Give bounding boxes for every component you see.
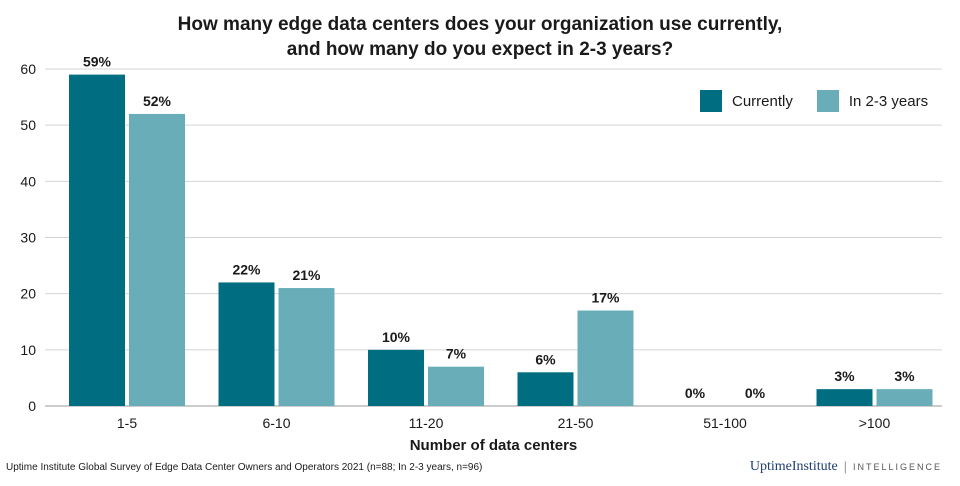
- x-tick-label: >100: [859, 415, 891, 431]
- logo-divider: |: [843, 460, 847, 474]
- bar-in-2-3-years-11-20: [428, 366, 484, 406]
- data-label: 21%: [292, 267, 321, 283]
- bar-currently-100: [816, 389, 873, 406]
- legend-label-currently: Currently: [732, 92, 793, 110]
- logo-suffix: INTELLIGENCE: [852, 462, 942, 472]
- data-label: 52%: [143, 93, 172, 109]
- legend-swatch-in-2-3-years: [816, 90, 839, 112]
- source-note: Uptime Institute Global Survey of Edge D…: [6, 462, 483, 473]
- data-label: 0%: [685, 385, 706, 401]
- x-tick-label: 11-20: [409, 415, 444, 431]
- data-label: 22%: [232, 261, 261, 277]
- logo-brand: UptimeInstitute: [749, 459, 838, 474]
- data-label: 17%: [591, 290, 620, 306]
- legend-label-in-2-3-years: In 2-3 years: [848, 92, 929, 110]
- y-tick-label: 50: [20, 117, 36, 133]
- y-tick-label: 0: [28, 398, 36, 414]
- legend-item-currently: Currently: [700, 90, 793, 112]
- x-tick-label: 6-10: [262, 415, 290, 431]
- y-tick-label: 20: [20, 286, 36, 302]
- data-label: 0%: [745, 385, 766, 401]
- y-tick-label: 40: [20, 173, 36, 189]
- data-label: 6%: [535, 351, 556, 367]
- data-label: 3%: [894, 368, 915, 384]
- x-tick-label: 1-5: [117, 415, 137, 431]
- bar-in-2-3-years-6-10: [278, 288, 335, 406]
- bar-in-2-3-years-100: [876, 389, 933, 406]
- data-label: 3%: [834, 368, 855, 384]
- data-label: 10%: [382, 329, 411, 345]
- bar-in-2-3-years-21-50: [577, 310, 634, 406]
- bar-currently-1-5: [69, 74, 125, 406]
- chart-title-line1: How many edge data centers does your org…: [177, 14, 783, 35]
- chart-legend: Currently In 2-3 years: [700, 90, 928, 112]
- x-axis-label: Number of data centers: [410, 437, 578, 454]
- bar-currently-11-20: [368, 349, 424, 406]
- legend-item-in-2-3-years: In 2-3 years: [816, 90, 929, 112]
- data-label: 7%: [446, 346, 467, 362]
- y-tick-label: 30: [20, 230, 36, 246]
- chart-title: How many edge data centers does your org…: [0, 12, 960, 62]
- x-tick-label: 51-100: [703, 415, 747, 431]
- bar-currently-6-10: [218, 282, 275, 406]
- y-tick-label: 10: [20, 342, 36, 358]
- chart-title-line2: and how many do you expect in 2-3 years?: [286, 39, 674, 60]
- x-tick-label: 21-50: [558, 415, 594, 431]
- bar-in-2-3-years-1-5: [129, 113, 185, 406]
- uptime-logo: UptimeInstitute | INTELLIGENCE: [750, 459, 942, 475]
- bar-currently-21-50: [517, 372, 574, 406]
- data-label: 59%: [83, 54, 112, 70]
- legend-swatch-currently: [700, 90, 722, 112]
- y-tick-label: 60: [20, 61, 36, 77]
